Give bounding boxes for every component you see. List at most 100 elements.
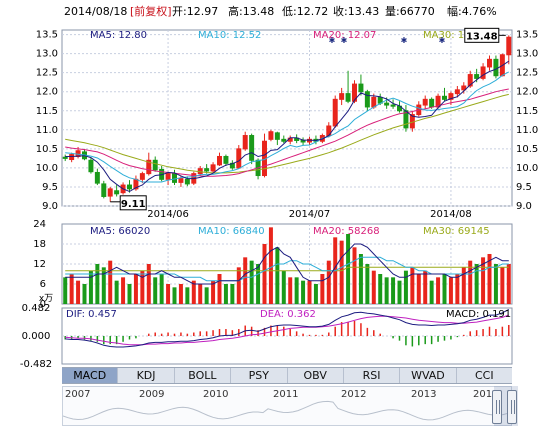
volume-bar bbox=[262, 244, 267, 304]
candle-body bbox=[139, 173, 145, 180]
volume-bar bbox=[82, 284, 87, 304]
timeline-handle-left[interactable] bbox=[492, 390, 502, 424]
volume-bar bbox=[371, 270, 376, 304]
timeline-year-label: 2010 bbox=[203, 389, 229, 400]
volume-ytick: 0 bbox=[40, 299, 46, 310]
volume-bar bbox=[506, 264, 511, 304]
volume-bar bbox=[423, 270, 428, 304]
volume-bar bbox=[204, 287, 209, 304]
tab-boll[interactable]: BOLL bbox=[175, 368, 232, 383]
candle-body bbox=[178, 178, 184, 183]
volume-bar bbox=[442, 274, 447, 304]
volume-bar bbox=[114, 280, 119, 304]
volume-bar bbox=[69, 274, 74, 304]
header-date: 2014/08/18 bbox=[64, 5, 127, 18]
volume-bar bbox=[294, 277, 299, 304]
volume-bar bbox=[185, 287, 190, 304]
tab-cci[interactable]: CCI bbox=[475, 369, 494, 382]
candle-body bbox=[422, 98, 428, 106]
timeline-year-label: 2012 bbox=[341, 389, 367, 400]
volume-panel: 0 6 12 18 24 x万 MA5: 66020 MA10: 66840 MA20: 582… bbox=[33, 219, 513, 310]
candle-body bbox=[493, 58, 499, 77]
header-open: 开:12.97 bbox=[172, 5, 218, 18]
volume-bar bbox=[397, 280, 402, 304]
volume-bar bbox=[326, 260, 331, 304]
volume-bar bbox=[153, 277, 158, 304]
timeline-handle-right[interactable] bbox=[507, 390, 517, 424]
candle-body bbox=[371, 96, 377, 108]
price-ytick-right: 13.5 bbox=[516, 30, 538, 41]
dif-legend: DIF: 0.457 bbox=[66, 309, 117, 320]
volume-bar bbox=[391, 277, 396, 304]
candle-body bbox=[184, 178, 190, 185]
macd-ytick: 0.000 bbox=[22, 331, 51, 342]
price-ytick-left: 10.5 bbox=[36, 144, 58, 155]
volume-ytick: 12 bbox=[33, 259, 46, 270]
timeline-year-label: 201 bbox=[473, 389, 493, 400]
volume-bar bbox=[416, 274, 421, 304]
tab-kdj[interactable]: KDJ bbox=[118, 368, 175, 383]
candle-body bbox=[461, 85, 467, 91]
tab-wvad[interactable]: WVAD bbox=[400, 368, 457, 383]
tab-macd[interactable]: MACD bbox=[62, 368, 119, 383]
timeline-year-label: 2009 bbox=[139, 389, 165, 400]
price-ytick-right: 11.5 bbox=[516, 106, 538, 117]
volume-bar bbox=[223, 284, 228, 304]
volume-bar bbox=[403, 270, 408, 304]
price-ytick-right: 10.0 bbox=[516, 163, 538, 174]
candle-body bbox=[242, 135, 248, 150]
volume-bar bbox=[230, 284, 235, 304]
macd-panel: 0.482 0.000 -0.482 DIF: 0.457 DEA: 0.362 MACD… bbox=[20, 303, 513, 367]
candle-body bbox=[435, 95, 441, 108]
volume-bar bbox=[88, 270, 93, 304]
volume-bar bbox=[301, 280, 306, 304]
stock-chart: 2014/08/18 [前复权] 开:12.97 高:13.48 低:12.72… bbox=[20, 4, 538, 367]
volume-bar bbox=[487, 254, 492, 304]
candle-body bbox=[88, 159, 94, 173]
ma10-line bbox=[65, 71, 510, 183]
price-ytick-right: 12.5 bbox=[516, 68, 538, 79]
event-marker-icon: ✱ bbox=[439, 36, 446, 45]
tab-rsi[interactable]: RSI bbox=[344, 368, 401, 383]
candle-body bbox=[487, 58, 492, 68]
volume-legend-ma30: MA30: 69145 bbox=[423, 226, 490, 237]
volume-bar bbox=[320, 274, 325, 304]
volume-legend-ma5: MA5: 66020 bbox=[90, 226, 150, 237]
volume-legend-ma20: MA20: 58268 bbox=[313, 226, 380, 237]
tab-obv[interactable]: OBV bbox=[288, 368, 344, 383]
candle-body bbox=[114, 190, 120, 195]
price-ytick-left: 9.0 bbox=[42, 201, 58, 212]
volume-bar bbox=[211, 280, 216, 304]
price-xtick: 2014/07 bbox=[289, 209, 331, 220]
tab-psy[interactable]: PSY bbox=[231, 368, 288, 383]
price-ytick-left: 9.5 bbox=[42, 182, 58, 193]
ma5-line bbox=[65, 60, 510, 193]
price-legend-ma5: MA5: 12.80 bbox=[90, 30, 147, 41]
high-callout-box bbox=[464, 27, 500, 43]
candle-body bbox=[204, 168, 210, 172]
price-ytick-right: 10.5 bbox=[516, 144, 538, 155]
timeline-navigator[interactable]: 2007 2009 2010 2011 2012 2013 201 bbox=[62, 386, 512, 426]
candle-body bbox=[364, 91, 370, 108]
volume-bar bbox=[191, 280, 196, 304]
volume-bar bbox=[172, 287, 177, 304]
candle-body bbox=[101, 183, 107, 197]
volume-bar bbox=[95, 264, 100, 304]
price-ytick-right: 9.5 bbox=[516, 182, 532, 193]
price-ytick-right: 12.0 bbox=[516, 87, 538, 98]
candle-body bbox=[281, 138, 287, 142]
event-marker-icon: ✱ bbox=[401, 36, 408, 45]
volume-bar bbox=[108, 260, 113, 304]
timeline-sparkline bbox=[63, 400, 511, 421]
price-ytick-left: 12.5 bbox=[36, 68, 58, 79]
candle-body bbox=[107, 188, 113, 197]
volume-bar bbox=[313, 284, 318, 304]
volume-bar bbox=[133, 274, 138, 304]
volume-bar bbox=[76, 280, 81, 304]
volume-bar bbox=[436, 277, 441, 304]
volume-bar bbox=[468, 260, 473, 304]
volume-bar bbox=[249, 260, 254, 304]
candle-body bbox=[429, 98, 435, 108]
volume-bar bbox=[166, 284, 171, 304]
volume-bar bbox=[384, 277, 389, 304]
